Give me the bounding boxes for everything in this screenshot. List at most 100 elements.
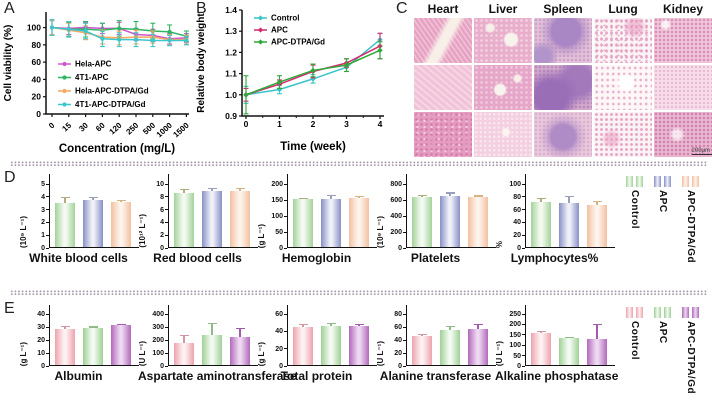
scale-bar: 200μm (691, 148, 712, 155)
error-cap (473, 195, 483, 197)
svg-text:1500: 1500 (171, 120, 191, 139)
tick-label: 100 (271, 213, 283, 220)
svg-text:4T1-APC: 4T1-APC (75, 73, 109, 82)
bar-apc-dtpa-gd (349, 325, 369, 365)
chart-title: Albumin (54, 369, 103, 383)
plot-area (49, 305, 139, 366)
tick-label: 800 (390, 181, 402, 188)
histology-heart-row1 (414, 18, 472, 63)
svg-text:1.4: 1.4 (225, 5, 237, 15)
bar-control (531, 332, 551, 365)
svg-text:Cell viability (%): Cell viability (%) (3, 25, 14, 102)
legend-swatch (654, 307, 671, 318)
svg-text:APC: APC (271, 26, 288, 35)
error-bar (540, 198, 542, 203)
tick-label: 60 (275, 311, 283, 318)
tick-label: 200 (509, 321, 521, 329)
svg-text:80: 80 (32, 40, 42, 50)
error-bar (239, 188, 241, 192)
panel-e-label: E (4, 300, 15, 317)
histology-liver-row2 (474, 65, 532, 110)
legend-item-apc-dtpa-gd: APC-DTPA/Gd (682, 176, 699, 263)
y-axis: 0 10 20 30 40 (32, 306, 49, 370)
y-axis-label: (10¹² L⁻¹) (138, 214, 147, 248)
error-cap (417, 334, 427, 336)
tick-label: 0 (160, 363, 164, 370)
chart-wbc: (10⁹ L⁻¹) 0 1 2 3 4 5 White blood cells (19, 168, 139, 265)
bar-apc (321, 326, 341, 365)
svg-text:Time (week): Time (week) (280, 141, 346, 153)
plot-area (525, 305, 615, 366)
histology-kidney-row2 (654, 65, 712, 110)
legend-label: Control (629, 190, 640, 230)
svg-text:1.1: 1.1 (225, 69, 237, 79)
panel-e: E (g L⁻¹) 0 10 20 30 40 Albumin (U L⁻¹) 0 100 200 3… (0, 295, 712, 402)
svg-text:20: 20 (32, 92, 42, 102)
tick-label: 0 (41, 245, 45, 252)
tick-label: 30 (37, 324, 45, 331)
svg-text:APC-DTPA/Gd: APC-DTPA/Gd (271, 38, 325, 47)
bar-control (531, 202, 551, 247)
error-cap (179, 334, 189, 337)
body-weight-chart: 0.9 1.0 1.1 1.2 1.3 1.4 0 1 2 3 4 Time (week) Relati… (196, 5, 384, 153)
bar-apc-dtpa-gd (587, 205, 607, 247)
bar-apc (440, 195, 460, 247)
tick-label: 400 (390, 213, 402, 220)
y-axis: 0 50 100 150 200 250 (508, 306, 525, 370)
tick-label: 250 (509, 311, 521, 318)
error-bar (449, 192, 451, 196)
error-bar (477, 324, 479, 330)
legend-swatch (626, 307, 643, 318)
svg-text:60: 60 (94, 120, 107, 133)
organ-header-kidney: Kidney (662, 2, 703, 16)
error-cap (564, 336, 574, 338)
y-axis-label: (g L⁻¹) (257, 341, 266, 366)
tick-label: 40 (513, 219, 521, 227)
svg-text:0: 0 (36, 109, 41, 119)
tick-label: 0 (398, 245, 402, 252)
legend-item-apc: APC (654, 307, 671, 394)
tick-label: 2 (160, 232, 164, 240)
bar-control (412, 335, 432, 365)
tick-label: 200 (271, 181, 283, 188)
error-bar (449, 326, 451, 330)
error-cap (235, 188, 245, 190)
svg-text:100: 100 (27, 23, 41, 33)
bar-apc (440, 329, 460, 365)
bar-apc-dtpa-gd (349, 197, 369, 247)
error-cap (326, 322, 336, 324)
tick-label: 10 (37, 350, 45, 357)
svg-text:1000: 1000 (155, 120, 175, 139)
svg-text:120: 120 (108, 120, 124, 136)
bar-apc-dtpa-gd (587, 338, 607, 365)
bar-control (412, 197, 432, 247)
error-bar (64, 197, 66, 203)
tick-label: 80 (394, 311, 402, 318)
tick-label: 600 (390, 197, 402, 204)
error-cap (116, 200, 126, 202)
histology-panel: Heart Liver Spleen Lung Kidney 200μm (414, 2, 712, 157)
tick-label: 0 (517, 245, 521, 252)
legend-d: Control APC APC-DTPA/Gd (626, 168, 699, 263)
tick-label: 20 (513, 232, 521, 240)
histology-kidney-row3: 200μm (654, 112, 712, 157)
plot-area (49, 174, 139, 248)
dotted-separator-bottom (10, 290, 708, 295)
tick-label: 20 (275, 345, 283, 353)
y-axis-label: (10⁹ L⁻¹) (376, 215, 385, 248)
error-cap (592, 324, 602, 326)
svg-text:1: 1 (277, 119, 282, 129)
error-bar (183, 189, 185, 194)
bar-control (293, 327, 313, 365)
tick-label: 40 (37, 311, 45, 318)
legend-item-apc: APC (654, 176, 671, 263)
organ-header-lung: Lung (608, 2, 638, 16)
plot-area (406, 174, 496, 248)
tick-label: 40 (394, 337, 402, 344)
tick-label: 4 (41, 193, 45, 201)
error-bar (183, 335, 185, 343)
legend-swatch (682, 307, 699, 318)
error-cap (88, 196, 98, 199)
histology-lung-row3 (594, 112, 652, 157)
tick-label: 6 (160, 206, 164, 214)
